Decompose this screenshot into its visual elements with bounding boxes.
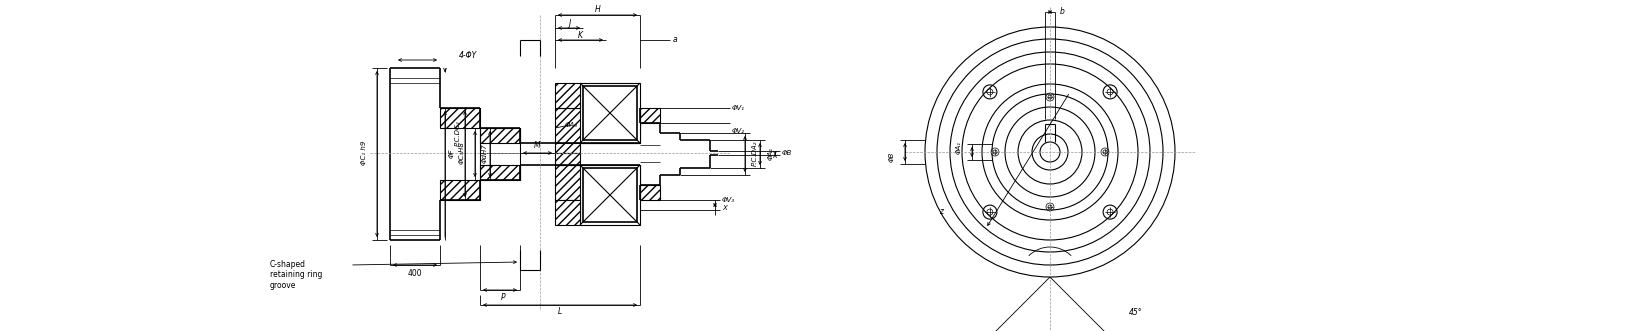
Bar — [440, 108, 479, 128]
Text: 4-ΦY: 4-ΦY — [460, 51, 478, 60]
Bar — [641, 185, 660, 200]
Text: ΦB: ΦB — [889, 152, 894, 162]
Text: P.C.DC₂: P.C.DC₂ — [455, 120, 461, 146]
Text: L: L — [558, 307, 562, 316]
Bar — [583, 86, 637, 140]
Text: z: z — [939, 207, 944, 215]
Bar — [555, 200, 580, 225]
Bar — [580, 165, 641, 225]
Text: H: H — [595, 6, 601, 15]
Text: ΦV₂: ΦV₂ — [731, 128, 744, 134]
Text: K: K — [578, 30, 583, 39]
Bar — [479, 128, 520, 143]
Text: ΦdH7: ΦdH7 — [483, 143, 488, 163]
Text: P: P — [501, 293, 506, 302]
Text: ΦF: ΦF — [450, 148, 455, 158]
Bar — [555, 165, 641, 200]
Bar — [479, 165, 520, 180]
Text: P.C.DA₂: P.C.DA₂ — [753, 140, 758, 166]
Text: ΦC₃H8: ΦC₃H8 — [460, 142, 464, 165]
Bar — [555, 143, 580, 153]
Text: C-shaped
retaining ring
groove: C-shaped retaining ring groove — [270, 260, 323, 290]
Bar — [580, 83, 641, 143]
Text: ΦA₁: ΦA₁ — [768, 147, 774, 160]
Text: b: b — [1061, 8, 1066, 17]
Bar — [641, 108, 660, 123]
Bar — [555, 153, 580, 165]
Bar — [440, 180, 479, 200]
Text: a: a — [674, 35, 677, 44]
Text: ΦB: ΦB — [782, 150, 792, 156]
Text: X: X — [721, 205, 726, 211]
Text: ΦA₃: ΦA₃ — [565, 122, 578, 128]
Text: ΦV₁: ΦV₁ — [731, 105, 744, 111]
Text: ΦV₃: ΦV₃ — [721, 197, 735, 203]
Bar — [583, 168, 637, 222]
Text: 400: 400 — [408, 268, 422, 277]
Bar — [555, 108, 641, 143]
Bar — [555, 83, 580, 108]
Text: J: J — [568, 19, 570, 27]
Text: 45°: 45° — [1128, 308, 1143, 317]
Text: ΦC₁ h9: ΦC₁ h9 — [361, 141, 367, 165]
Text: ΦA₁: ΦA₁ — [955, 141, 962, 155]
Text: M: M — [534, 140, 540, 150]
